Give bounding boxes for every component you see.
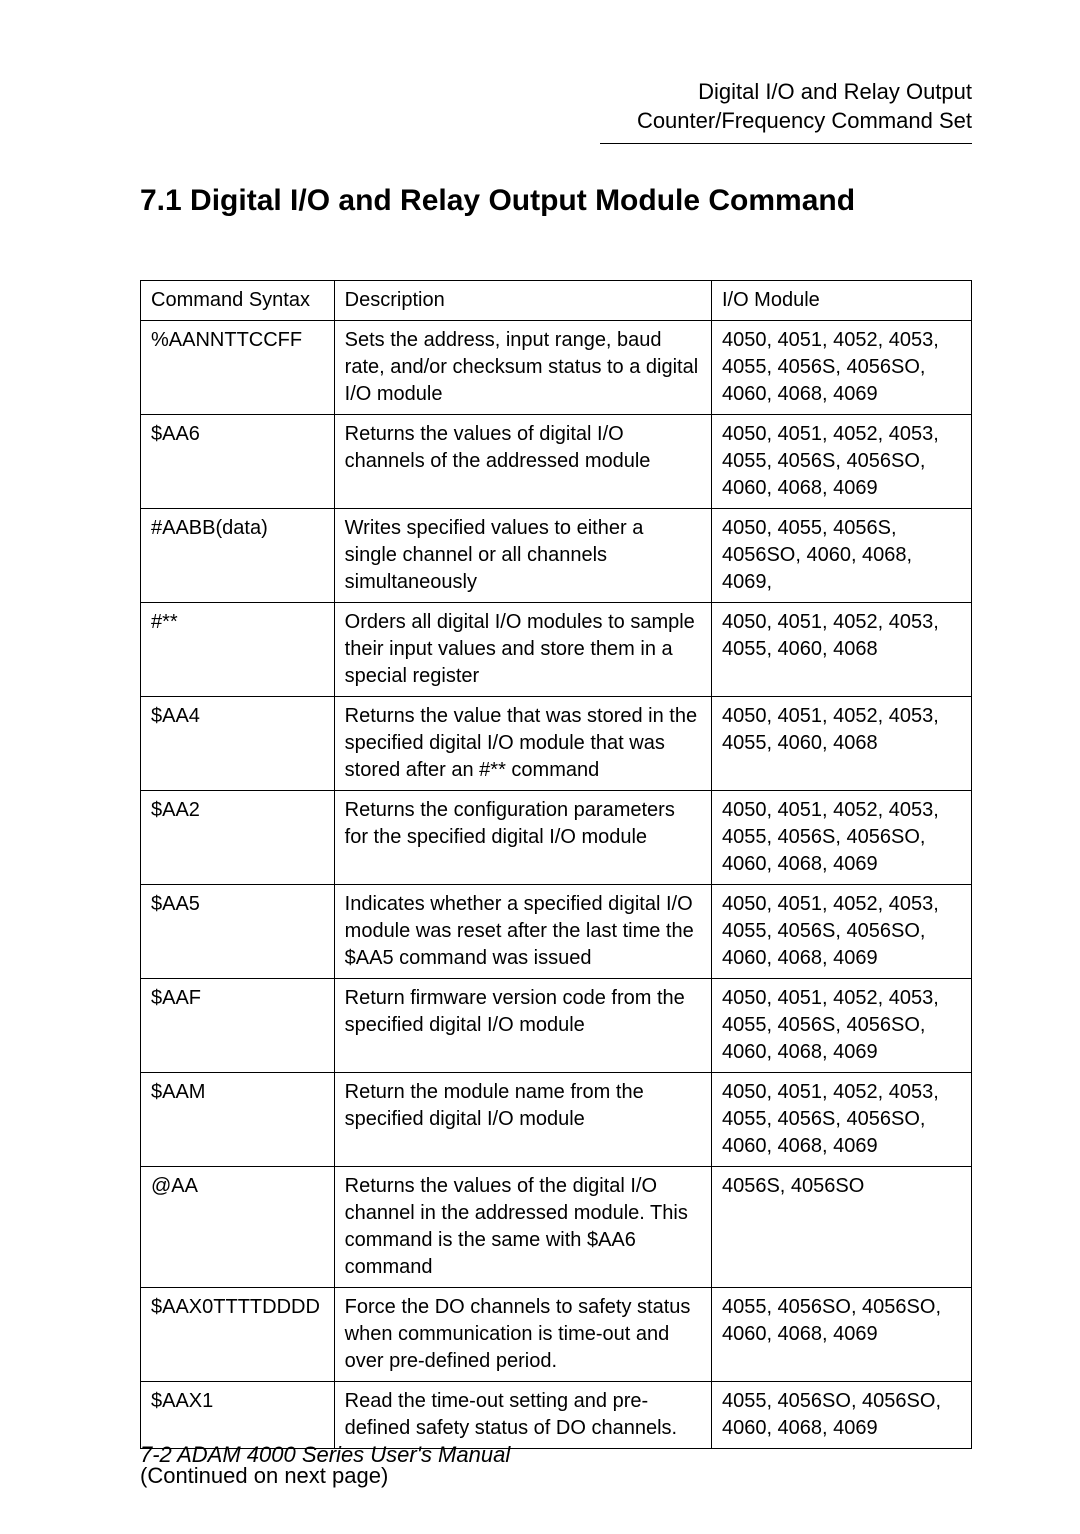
table-row: $AAX0TTTTDDDDForce the DO channels to sa…	[141, 1288, 972, 1382]
cell-syntax: $AA2	[141, 791, 335, 885]
cell-module: 4050, 4051, 4052, 4053, 4055, 4056S, 405…	[711, 415, 971, 509]
table-row: $AAX1Read the time-out setting and pre-d…	[141, 1382, 972, 1449]
cell-description: Returns the configuration parameters for…	[334, 791, 711, 885]
cell-syntax: $AAF	[141, 979, 335, 1073]
table-row: $AAMReturn the module name from the spec…	[141, 1073, 972, 1167]
cell-module: 4050, 4051, 4052, 4053, 4055, 4056S, 405…	[711, 321, 971, 415]
cell-module: 4050, 4051, 4052, 4053, 4055, 4056S, 405…	[711, 979, 971, 1073]
col-header-syntax: Command Syntax	[141, 281, 335, 321]
cell-description: Return the module name from the specifie…	[334, 1073, 711, 1167]
col-header-description: Description	[334, 281, 711, 321]
cell-syntax: %AANNTTCCFF	[141, 321, 335, 415]
table-row: $AA6Returns the values of digital I/O ch…	[141, 415, 972, 509]
cell-syntax: #AABB(data)	[141, 509, 335, 603]
cell-syntax: $AAX1	[141, 1382, 335, 1449]
cell-module: 4050, 4051, 4052, 4053, 4055, 4056S, 405…	[711, 885, 971, 979]
page: Digital I/O and Relay Output Counter/Fre…	[0, 0, 1080, 1534]
table-row: $AA2Returns the configuration parameters…	[141, 791, 972, 885]
cell-description: Writes specified values to either a sing…	[334, 509, 711, 603]
table-row: $AAFReturn firmware version code from th…	[141, 979, 972, 1073]
section-title: 7.1 Digital I/O and Relay Output Module …	[140, 184, 972, 218]
cell-syntax: $AA6	[141, 415, 335, 509]
cell-description: Read the time-out setting and pre-define…	[334, 1382, 711, 1449]
page-footer: 7-2 ADAM 4000 Series User's Manual	[140, 1442, 510, 1468]
table-row: %AANNTTCCFFSets the address, input range…	[141, 321, 972, 415]
cell-syntax: $AA5	[141, 885, 335, 979]
cell-description: Indicates whether a specified digital I/…	[334, 885, 711, 979]
cell-description: Orders all digital I/O modules to sample…	[334, 603, 711, 697]
table-header-row: Command Syntax Description I/O Module	[141, 281, 972, 321]
header-line-2: Counter/Frequency Command Set	[140, 107, 972, 136]
header-line-1: Digital I/O and Relay Output	[140, 78, 972, 107]
cell-module: 4050, 4051, 4052, 4053, 4055, 4056S, 405…	[711, 791, 971, 885]
cell-module: 4050, 4051, 4052, 4053, 4055, 4060, 4068	[711, 697, 971, 791]
cell-syntax: $AA4	[141, 697, 335, 791]
table-body: %AANNTTCCFFSets the address, input range…	[141, 321, 972, 1449]
page-header: Digital I/O and Relay Output Counter/Fre…	[140, 78, 972, 135]
cell-module: 4050, 4051, 4052, 4053, 4055, 4060, 4068	[711, 603, 971, 697]
command-table: Command Syntax Description I/O Module %A…	[140, 280, 972, 1449]
cell-description: Returns the values of the digital I/O ch…	[334, 1167, 711, 1288]
cell-description: Returns the value that was stored in the…	[334, 697, 711, 791]
cell-syntax: @AA	[141, 1167, 335, 1288]
cell-description: Returns the values of digital I/O channe…	[334, 415, 711, 509]
header-underline	[600, 143, 972, 144]
col-header-module: I/O Module	[711, 281, 971, 321]
cell-syntax: $AAM	[141, 1073, 335, 1167]
cell-module: 4050, 4051, 4052, 4053, 4055, 4056S, 405…	[711, 1073, 971, 1167]
cell-syntax: $AAX0TTTTDDDD	[141, 1288, 335, 1382]
table-row: @AAReturns the values of the digital I/O…	[141, 1167, 972, 1288]
cell-module: 4055, 4056SO, 4056SO, 4060, 4068, 4069	[711, 1288, 971, 1382]
cell-syntax: #**	[141, 603, 335, 697]
cell-module: 4055, 4056SO, 4056SO, 4060, 4068, 4069	[711, 1382, 971, 1449]
table-row: #**Orders all digital I/O modules to sam…	[141, 603, 972, 697]
table-row: $AA4Returns the value that was stored in…	[141, 697, 972, 791]
table-row: $AA5Indicates whether a specified digita…	[141, 885, 972, 979]
cell-module: 4050, 4055, 4056S, 4056SO, 4060, 4068, 4…	[711, 509, 971, 603]
cell-module: 4056S, 4056SO	[711, 1167, 971, 1288]
cell-description: Force the DO channels to safety status w…	[334, 1288, 711, 1382]
cell-description: Return firmware version code from the sp…	[334, 979, 711, 1073]
table-row: #AABB(data)Writes specified values to ei…	[141, 509, 972, 603]
cell-description: Sets the address, input range, baud rate…	[334, 321, 711, 415]
